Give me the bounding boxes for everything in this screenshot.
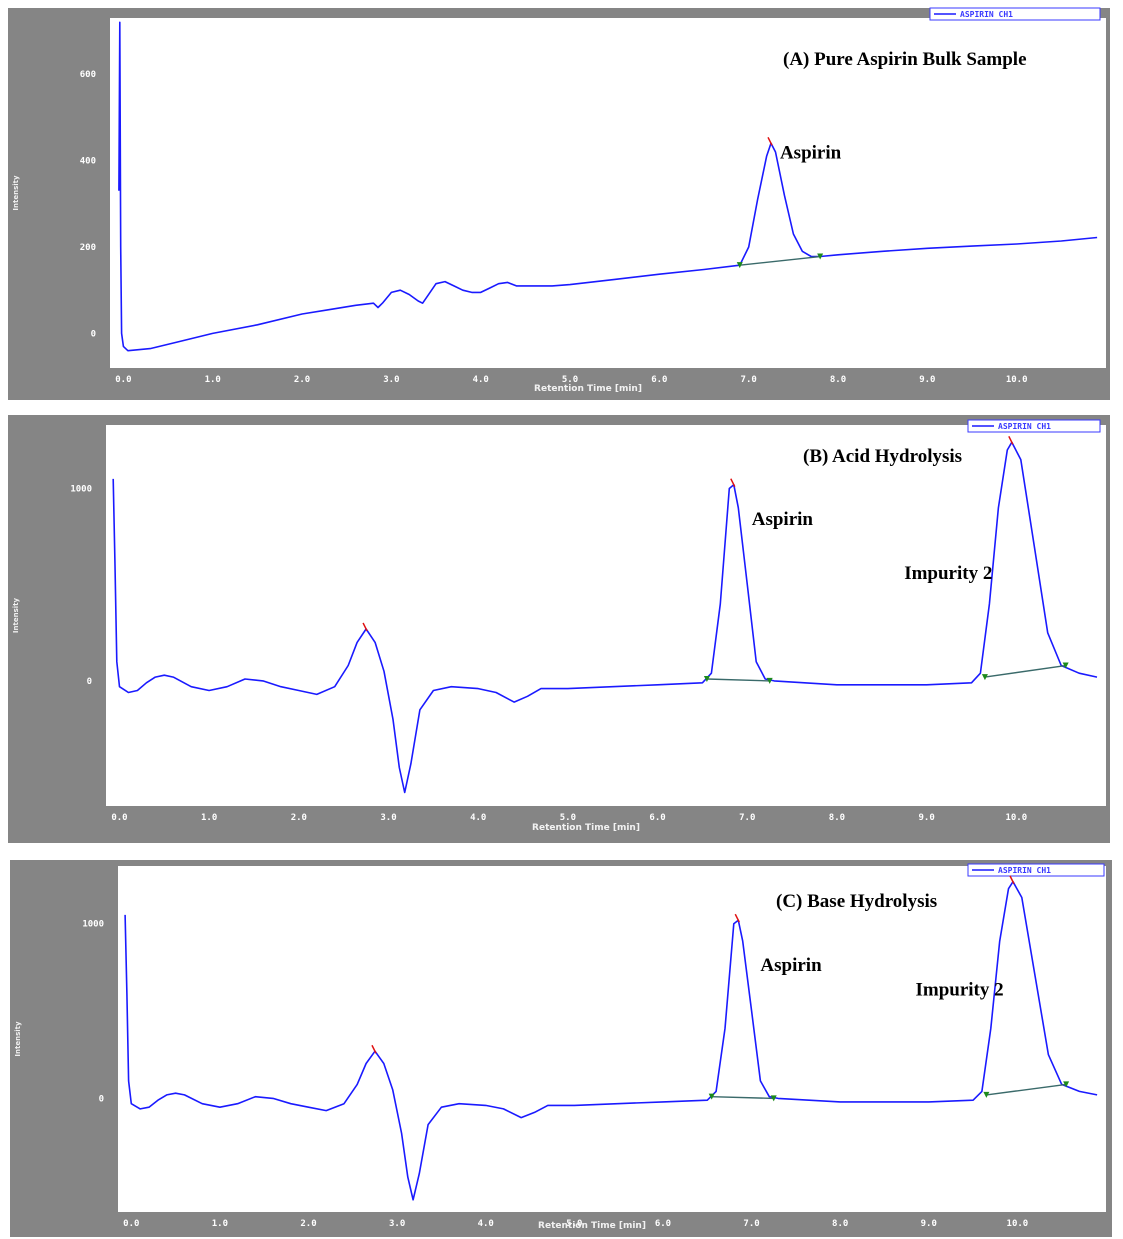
- plot-area: [106, 425, 1106, 806]
- y-tick-label: 200: [80, 243, 96, 253]
- peak-apex-marker: [362, 622, 368, 632]
- x-tick-label: 8.0: [830, 375, 846, 385]
- peak-apex-marker: [1009, 875, 1015, 885]
- x-tick-label: 8.0: [829, 813, 845, 823]
- plot-area: [110, 18, 1106, 368]
- peak-label: Impurity 2: [915, 979, 1003, 1000]
- x-tick-label: 10.0: [1007, 1219, 1029, 1229]
- chromatogram-trace: [118, 21, 1098, 352]
- x-tick-label: 0.0: [115, 375, 131, 385]
- legend-box: [967, 419, 1101, 433]
- peak-label: Aspirin: [780, 142, 842, 163]
- peak-label: Impurity 2: [904, 563, 992, 584]
- baseline-marker: [770, 1095, 777, 1102]
- x-tick-label: 0.0: [111, 813, 127, 823]
- x-axis-title: Retention Time [min]: [534, 384, 642, 394]
- integration-baseline: [984, 664, 1066, 678]
- x-tick-label: 9.0: [918, 813, 934, 823]
- peak-label: Aspirin: [760, 955, 822, 976]
- x-tick-label: 6.0: [651, 375, 667, 385]
- x-tick-label: 4.0: [473, 375, 489, 385]
- chart-title: (C) Base Hydrolysis: [776, 891, 937, 912]
- peak-apex-marker: [734, 913, 740, 923]
- x-tick-label: 1.0: [212, 1219, 228, 1229]
- chromatogram-b: 0.0 1.0 2.0 3.0 4.0 5.0 6.0 7.0 8.0 9.0 10.0 0 1000 R…: [8, 415, 1110, 843]
- x-tick-label: 7.0: [741, 375, 757, 385]
- x-tick-label: 4.0: [478, 1219, 494, 1229]
- baseline-marker: [1062, 662, 1069, 669]
- baseline-marker: [708, 1093, 715, 1100]
- y-tick-label: 0: [91, 329, 96, 339]
- x-tick-label: 3.0: [380, 813, 396, 823]
- x-tick-label: 5.0: [560, 813, 576, 823]
- integration-baseline: [739, 255, 821, 266]
- x-axis-title: Retention Time [min]: [532, 823, 640, 833]
- integration-baseline: [706, 678, 770, 682]
- baseline-marker: [981, 674, 988, 681]
- integration-baseline: [986, 1083, 1067, 1096]
- y-tick-label: 0: [87, 677, 92, 687]
- x-tick-label: 9.0: [919, 375, 935, 385]
- peak-label: Aspirin: [752, 509, 814, 530]
- y-tick-label: 1000: [82, 920, 104, 930]
- x-tick-label: 7.0: [743, 1219, 759, 1229]
- y-axis-title: Intensity: [14, 1021, 22, 1057]
- x-tick-label: 8.0: [832, 1219, 848, 1229]
- y-axis-title: Intensity: [12, 175, 20, 211]
- x-tick-label: 3.0: [389, 1219, 405, 1229]
- baseline-marker: [766, 677, 773, 684]
- x-axis-title: Retention Time [min]: [538, 1221, 646, 1231]
- x-tick-label: 1.0: [205, 375, 221, 385]
- peak-apex-marker: [1008, 435, 1014, 445]
- x-tick-label: 4.0: [470, 813, 486, 823]
- x-tick-label: 2.0: [294, 375, 310, 385]
- legend-box: [967, 863, 1105, 877]
- x-tick-label: 10.0: [1006, 375, 1028, 385]
- chart-title: (A) Pure Aspirin Bulk Sample: [783, 49, 1027, 70]
- chromatogram-trace: [124, 880, 1098, 1201]
- chart-title: (B) Acid Hydrolysis: [803, 446, 962, 467]
- x-tick-label: 7.0: [739, 813, 755, 823]
- integration-baseline: [711, 1095, 774, 1100]
- x-tick-label: 0.0: [123, 1219, 139, 1229]
- chromatogram-trace: [112, 441, 1098, 794]
- y-axis-title: Intensity: [12, 597, 20, 633]
- x-tick-label: 1.0: [201, 813, 217, 823]
- x-tick-label: 6.0: [649, 813, 665, 823]
- y-tick-label: 1000: [70, 485, 92, 495]
- peak-apex-marker: [371, 1044, 377, 1054]
- baseline-marker: [703, 676, 710, 682]
- x-tick-label: 5.0: [566, 1219, 582, 1229]
- x-tick-label: 2.0: [291, 813, 307, 823]
- peak-apex-marker: [730, 478, 736, 487]
- x-tick-label: 9.0: [921, 1219, 937, 1229]
- legend-label: ASPIRIN CH1: [960, 10, 1013, 19]
- x-tick-label: 10.0: [1005, 813, 1027, 823]
- peak-apex-marker: [767, 136, 773, 146]
- y-tick-label: 400: [80, 157, 96, 167]
- legend-box: [929, 7, 1101, 21]
- x-tick-label: 3.0: [383, 375, 399, 385]
- y-tick-label: 600: [80, 70, 96, 80]
- plot-area: [118, 866, 1106, 1212]
- baseline-marker: [983, 1091, 990, 1098]
- x-tick-label: 5.0: [562, 375, 578, 385]
- baseline-marker: [736, 262, 743, 269]
- legend-label: ASPIRIN CH1: [998, 422, 1051, 431]
- legend-label: ASPIRIN CH1: [998, 866, 1051, 875]
- y-tick-label: 0: [99, 1094, 104, 1104]
- baseline-marker: [1063, 1081, 1070, 1088]
- baseline-marker: [817, 253, 824, 260]
- chromatogram-c: 0.0 1.0 2.0 3.0 4.0 5.0 6.0 7.0 8.0 9.0 10.0 0 1000 R…: [10, 860, 1112, 1237]
- chromatogram-a: 0.0 1.0 2.0 3.0 4.0 5.0 6.0 7.0 8.0 9.0 10.0 0 200 40…: [8, 7, 1110, 400]
- x-tick-label: 6.0: [655, 1219, 671, 1229]
- x-tick-label: 2.0: [300, 1219, 316, 1229]
